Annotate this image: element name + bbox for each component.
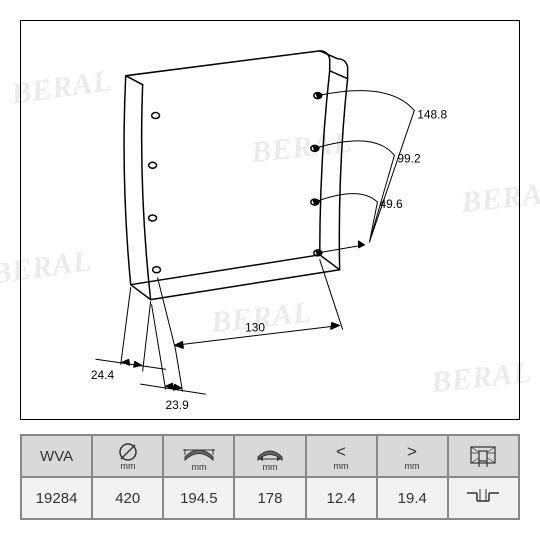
arc-outer-icon: mm: [179, 441, 219, 471]
dim-label: 49.6: [379, 197, 403, 211]
val-wva: 19284: [21, 477, 92, 519]
table-header-row: WVA mm mm: [21, 435, 519, 477]
less-than-icon: < mm: [326, 441, 356, 471]
greater-than-icon: > mm: [397, 441, 427, 471]
dim-label: 24.4: [91, 368, 115, 382]
val-arc-inner: 178: [234, 477, 305, 519]
diameter-icon: mm: [111, 441, 145, 471]
mount-icon: [465, 441, 501, 471]
col-header-mount: [448, 435, 519, 477]
col-header-arc-outer: mm: [163, 435, 234, 477]
svg-text:mm: mm: [262, 462, 277, 471]
dim-label: 130: [245, 320, 265, 334]
dim-label: 99.2: [397, 151, 421, 165]
profile-icon: [463, 485, 503, 511]
brake-lining-drawing: 148.8 99.2 49.6 130 24.4 23.9: [21, 21, 519, 419]
dim-label: 23.9: [166, 398, 190, 412]
col-header-min: < mm: [306, 435, 377, 477]
spec-table: WVA mm mm: [20, 434, 520, 520]
svg-text:mm: mm: [334, 461, 349, 471]
val-min: 12.4: [306, 477, 377, 519]
col-header-diameter: mm: [92, 435, 163, 477]
col-header-wva: WVA: [21, 435, 92, 477]
svg-text:>: >: [407, 442, 417, 461]
technical-drawing: BERAL BERAL BERAL BERAL BERAL BERAL: [20, 20, 520, 420]
val-max: 19.4: [377, 477, 448, 519]
arc-inner-icon: mm: [250, 441, 290, 471]
svg-text:mm: mm: [191, 462, 206, 471]
col-header-arc-inner: mm: [234, 435, 305, 477]
val-mount-profile: [448, 477, 519, 519]
svg-text:<: <: [336, 442, 346, 461]
col-header-max: > mm: [377, 435, 448, 477]
val-arc-outer: 194.5: [163, 477, 234, 519]
table-value-row: 19284 420 194.5 178 12.4 19.4: [21, 477, 519, 519]
dim-label: 148.8: [417, 108, 447, 122]
svg-text:mm: mm: [405, 461, 420, 471]
val-diameter: 420: [92, 477, 163, 519]
svg-text:mm: mm: [120, 461, 135, 471]
